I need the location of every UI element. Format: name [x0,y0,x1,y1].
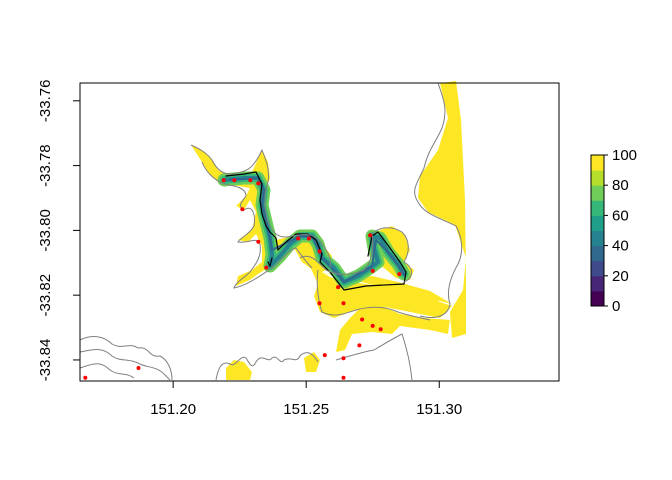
colorbar-frame [590,154,605,307]
sample-point [240,207,245,212]
y-axis: -33.76 -33.78 -33.80 -33.82 -33.84 [37,80,81,382]
sample-point [397,272,402,277]
x-tick-label: 151.25 [283,401,329,418]
colorbar-segment [591,245,604,262]
y-tick-label: -33.80 [37,209,54,252]
sample-point [341,301,346,306]
sample-point [317,249,322,254]
sample-point [83,375,88,380]
coastline-south-west-3 [79,363,135,379]
y-tick-label: -33.84 [37,339,54,382]
coastline-south-bays [215,352,319,381]
plot-frame [79,82,560,382]
sample-point [341,375,346,380]
colorbar-segment [591,200,604,216]
sample-point [256,181,261,186]
y-tick-label: -33.82 [37,274,54,317]
sample-point [370,268,375,273]
y-tick-label: -33.76 [37,80,54,123]
sample-point [370,323,375,328]
sample-point [136,366,141,370]
colorbar-segment [591,185,604,201]
colorbar-segment [591,290,604,307]
colorbar-label: 100 [612,147,637,164]
sample-point [341,356,346,361]
colorbar-label: 0 [612,298,620,315]
coastline-east [414,82,463,318]
y-tick-label: -33.78 [37,144,54,187]
channel-deep [229,177,405,283]
colorbar-label: 20 [612,268,629,285]
sample-point [306,236,311,241]
channel-boundary [225,171,405,291]
sample-point [360,317,365,322]
colorbar-legend: 100 80 60 40 20 0 [590,147,637,315]
coastline-upper-arm [190,144,331,269]
colorbar-label: 80 [612,177,629,194]
coastline-south-west [79,336,173,381]
sample-points [83,178,402,380]
x-tick-label: 151.20 [150,401,196,418]
sample-point [317,301,322,306]
sample-point [221,178,226,183]
habitat-south-point [304,352,320,372]
sample-point [357,343,362,348]
colorbar-segment [591,170,604,186]
coastline-upper-arm-south [201,161,313,289]
sample-point [378,327,383,332]
sample-point [368,233,373,238]
colorbar-label: 60 [612,207,629,224]
colorbar-segment [591,155,604,171]
habitat-raster [191,81,466,380]
sample-point [232,178,237,183]
sample-point [264,265,269,270]
coastline-basin-north [299,227,412,283]
x-axis: 151.20 151.25 151.30 [150,380,462,418]
colorbar-segment [591,260,604,277]
x-tick-label: 151.30 [416,401,462,418]
sample-point [256,239,261,244]
colorbar-label: 40 [612,238,629,255]
channel-boundary-inner [267,257,273,267]
colorbar-segment [591,275,604,292]
colorbar-segment [591,230,604,247]
coastline-basin-south [316,269,431,321]
coastline-layer [79,82,463,381]
sample-point [248,178,253,183]
habitat-ocean-strip [418,81,466,338]
coastline-south-east [335,333,413,381]
sample-point [336,285,341,290]
sample-point [322,353,327,358]
habitat-south-bays [226,360,252,380]
coastline-south-west-2 [79,349,171,381]
colorbar-segment [591,215,604,231]
sample-point [296,236,301,241]
